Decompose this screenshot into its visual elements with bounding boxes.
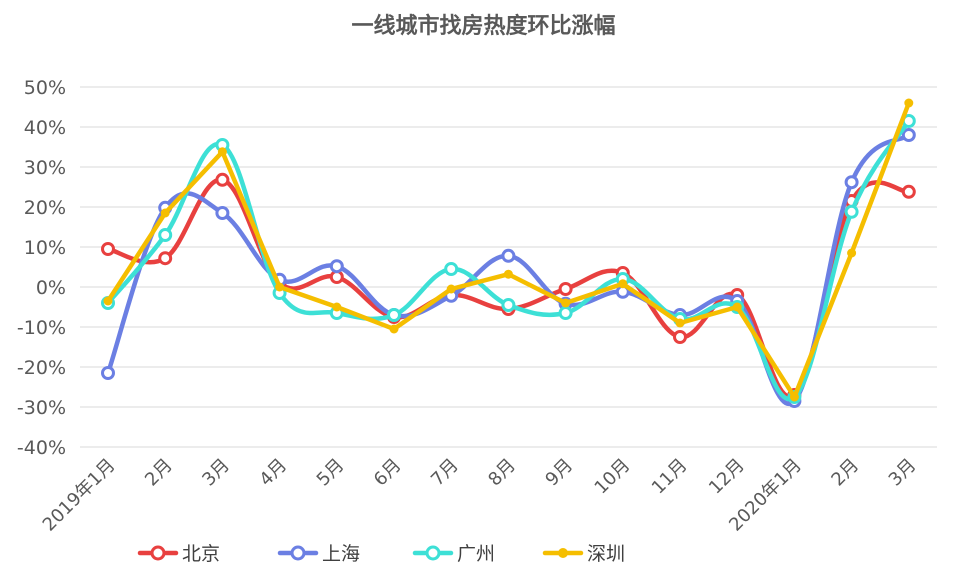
- x-tick-label: 9月: [541, 455, 577, 491]
- data-point: [675, 318, 685, 328]
- series-line: [105, 132, 912, 407]
- y-tick-label: 20%: [24, 197, 66, 219]
- data-point: [329, 259, 344, 274]
- data-point: [101, 366, 115, 380]
- data-point: [444, 262, 459, 276]
- y-tick-label: 30%: [24, 157, 66, 179]
- data-point: [904, 98, 914, 108]
- data-point: [389, 324, 399, 334]
- y-tick-label: 0%: [36, 277, 66, 299]
- x-tick-label: 11月: [648, 455, 692, 499]
- data-point: [558, 306, 573, 320]
- data-point: [446, 284, 456, 294]
- x-tick-label: 2月: [827, 455, 863, 491]
- data-point: [503, 269, 513, 279]
- y-tick-label: -30%: [17, 397, 66, 419]
- data-point: [789, 392, 799, 402]
- x-tick-label: 2019年1月: [39, 455, 120, 536]
- data-point: [275, 282, 285, 292]
- x-tick-label: 12月: [705, 455, 749, 499]
- data-point: [501, 298, 516, 312]
- data-point: [158, 251, 173, 266]
- data-point: [618, 279, 628, 289]
- x-tick-label: 4月: [255, 455, 291, 491]
- x-tick-label: 5月: [313, 455, 349, 491]
- legend-marker: [558, 548, 568, 558]
- y-tick-label: -40%: [17, 437, 66, 459]
- data-point: [332, 302, 342, 312]
- x-tick-label: 3月: [885, 455, 921, 491]
- data-point: [158, 228, 173, 242]
- y-tick-label: 10%: [24, 237, 66, 259]
- legend-label: 广州: [457, 543, 495, 565]
- data-point: [558, 282, 573, 296]
- chart-title: 一线城市找房热度环比涨幅: [351, 14, 616, 39]
- data-point: [215, 172, 230, 187]
- x-tick-label: 10月: [591, 455, 635, 499]
- data-point: [673, 330, 687, 344]
- data-point: [732, 302, 742, 312]
- legend-marker: [150, 545, 166, 561]
- x-tick-label: 8月: [484, 455, 520, 491]
- data-point: [387, 308, 401, 322]
- data-point: [217, 147, 227, 157]
- data-point: [101, 242, 115, 256]
- legend-label: 深圳: [587, 543, 625, 565]
- x-tick-label: 2月: [141, 455, 177, 491]
- data-point: [847, 248, 857, 258]
- data-point: [160, 208, 170, 218]
- y-tick-label: 40%: [24, 117, 66, 139]
- data-point: [215, 206, 230, 220]
- data-point: [844, 175, 859, 190]
- data-point: [501, 248, 516, 263]
- y-tick-label: 50%: [24, 77, 66, 99]
- y-tick-label: -10%: [17, 317, 66, 339]
- data-point: [901, 184, 916, 199]
- x-tick-label: 6月: [370, 455, 406, 491]
- x-tick-label: 7月: [427, 455, 463, 491]
- legend-marker: [290, 545, 306, 561]
- x-tick-label: 3月: [198, 455, 234, 491]
- data-point: [561, 298, 571, 308]
- data-point: [103, 296, 113, 306]
- legend-label: 上海: [322, 543, 360, 565]
- data-point: [901, 128, 916, 142]
- y-tick-label: -20%: [17, 357, 66, 379]
- legend-marker: [425, 545, 441, 561]
- data-point: [844, 204, 859, 219]
- legend-label: 北京: [182, 543, 220, 565]
